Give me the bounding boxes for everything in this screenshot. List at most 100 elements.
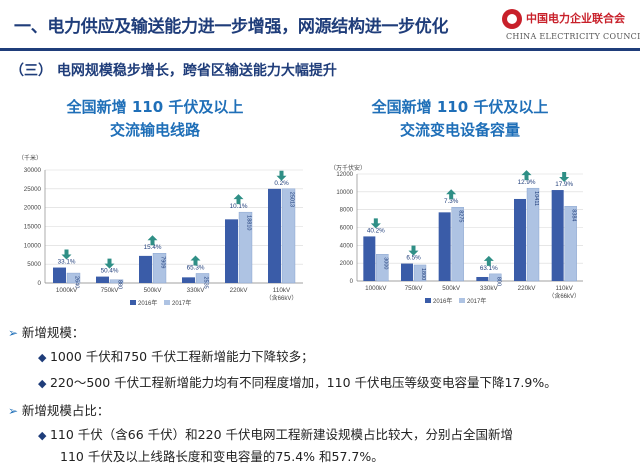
arrow-marker-icon: ➢	[8, 404, 22, 418]
bar-value-label: 7909	[160, 256, 166, 268]
legend-label-2016: 2016年	[138, 299, 157, 307]
bullet-text: 110 千伏及以上线路长度和变电容量的75.4% 和57.7%。	[60, 449, 384, 464]
y-tick-label: 0	[350, 279, 354, 285]
bullet-text: 新增规模占比：	[21, 403, 110, 418]
legend-label-2017: 2017年	[172, 299, 191, 307]
bar-value-label: 8384	[571, 209, 577, 221]
x-tick-label: 220kV	[230, 287, 249, 294]
logo-subtext: CHINA ELECTRICITY COUNCIL	[506, 32, 640, 41]
bar-2016	[225, 219, 238, 283]
arrow-up-icon	[190, 255, 201, 266]
legend-swatch-2017	[164, 300, 170, 305]
y-axis-unit: （万千伏安）	[330, 164, 366, 172]
y-tick-label: 12000	[336, 172, 353, 178]
arrow-down-icon	[104, 258, 115, 269]
section-title: （三） 电网规模稳步增长，跨省区输送能力大幅提升	[10, 63, 337, 79]
bar-2017	[564, 206, 577, 282]
change-percent-label: 7.3%	[444, 198, 459, 205]
change-percent-label: 15.4%	[144, 244, 162, 251]
bar-value-label: 18810	[246, 215, 252, 230]
bar-2016	[363, 236, 376, 281]
x-tick-label: 750kV	[101, 287, 120, 294]
bar-2017	[66, 272, 81, 284]
legend-label-2016: 2016年	[433, 297, 452, 305]
bar-value-label: 800	[495, 277, 501, 286]
bullet-text: 110 千伏（含66 千伏）和220 千伏电网工程新建设规模占比较大，分别占全国…	[49, 427, 514, 442]
header-divider	[0, 48, 640, 51]
diamond-marker-icon: ◆	[38, 377, 50, 390]
y-axis-unit: （千米）	[18, 154, 42, 162]
bullet-item: ◆ 220～500 千伏工程新增能力均有不同程度增加，110 千伏电压等级变电容…	[38, 372, 557, 391]
chart1-title-line1: 全国新增 110 千伏及以上	[66, 98, 244, 116]
arrow-down-icon	[559, 172, 570, 183]
y-tick-label: 20000	[24, 205, 42, 212]
x-tick-label: 330kV	[187, 287, 206, 294]
y-tick-label: 15000	[24, 224, 42, 231]
change-percent-label: 6.5%	[406, 255, 421, 262]
header: 一、电力供应及输送能力进一步增强，网源结构进一步优化 中国电力企业联合会 CHI…	[0, 0, 640, 51]
change-percent-label: 50.4%	[101, 268, 119, 275]
bar-2017	[152, 253, 167, 284]
chart1-title: 全国新增 110 千伏及以上 交流输电线路	[40, 96, 270, 142]
arrow-up-icon	[446, 189, 457, 200]
arrow-up-icon	[483, 255, 494, 266]
arrow-up-icon	[521, 170, 532, 181]
bar-2017	[413, 264, 427, 282]
x-tick-note: （含66kV）	[548, 292, 580, 300]
logo-text: 中国电力企业联合会	[526, 12, 625, 25]
bar-2016	[401, 263, 413, 281]
bar-2016	[268, 188, 281, 283]
bar-2017	[376, 254, 389, 282]
chart2-title-line2: 交流变电设备容量	[399, 121, 520, 139]
chart2-title: 全国新增 110 千伏及以上 交流变电设备容量	[345, 96, 575, 142]
bullet-item: ➢ 新增规模：	[8, 322, 84, 341]
bar-2016	[139, 255, 152, 283]
change-percent-label: 17.9%	[555, 181, 573, 188]
arrow-down-icon	[370, 218, 381, 229]
y-tick-label: 0	[38, 280, 42, 287]
y-tick-label: 2000	[340, 261, 354, 267]
y-tick-label: 5000	[27, 261, 41, 268]
arrow-up-icon	[147, 235, 158, 246]
y-tick-label: 10000	[24, 242, 42, 249]
chart2-title-line1: 全国新增 110 千伏及以上	[371, 98, 549, 116]
bar-2016	[182, 277, 195, 283]
bullet-item-continued: 110 千伏及以上线路长度和变电容量的75.4% 和57.7%。	[60, 446, 384, 465]
bar-2016	[96, 276, 109, 283]
legend-swatch-2016	[130, 300, 136, 305]
x-tick-label: 750kV	[405, 285, 424, 292]
diamond-marker-icon: ◆	[38, 429, 50, 442]
bar-value-label: 25013	[289, 192, 295, 207]
cec-logo-icon	[502, 9, 522, 29]
bar-2017	[238, 211, 253, 284]
bar-2017	[195, 273, 210, 284]
change-percent-label: 10.1%	[230, 203, 248, 210]
bar-value-label: 2640	[74, 276, 80, 288]
diamond-marker-icon: ◆	[38, 351, 50, 364]
bar-2016	[551, 190, 564, 281]
bullet-text: 220～500 千伏工程新增能力均有不同程度增加，110 千伏电压等级变电容量下…	[49, 375, 557, 390]
bar-value-label: 8275	[458, 210, 464, 222]
page-title: 一、电力供应及输送能力进一步增强，网源结构进一步优化	[14, 17, 449, 37]
y-tick-label: 10000	[336, 190, 353, 196]
bullet-item: ◆ 110 千伏（含66 千伏）和220 千伏电网工程新建设规模占比较大，分别占…	[38, 424, 513, 443]
y-tick-label: 6000	[340, 226, 354, 232]
change-percent-label: 65.3%	[187, 264, 205, 271]
legend-label-2017: 2017年	[467, 297, 486, 305]
bullet-item: ➢ 新增规模占比：	[8, 400, 109, 419]
x-tick-label: 500kV	[144, 287, 163, 294]
x-tick-label: 1000kV	[56, 287, 78, 294]
charts-canvas: （千米）050001000015000200002500030000264033…	[18, 154, 583, 307]
x-tick-label: 110kV	[273, 287, 291, 294]
y-tick-label: 4000	[340, 243, 354, 249]
y-tick-label: 8000	[340, 208, 354, 214]
arrow-down-icon	[276, 170, 287, 181]
bullet-item: ◆ 1000 千伏和750 千伏工程新增能力下降较多；	[38, 346, 314, 365]
legend-swatch-2016	[425, 298, 431, 303]
y-tick-label: 30000	[24, 167, 42, 174]
bar-2016	[53, 267, 66, 283]
bullet-text: 1000 千伏和750 千伏工程新增能力下降较多；	[49, 349, 314, 364]
bar-2017	[526, 187, 540, 282]
bar-value-label: 1800	[420, 268, 426, 280]
bar-2017	[281, 188, 296, 284]
